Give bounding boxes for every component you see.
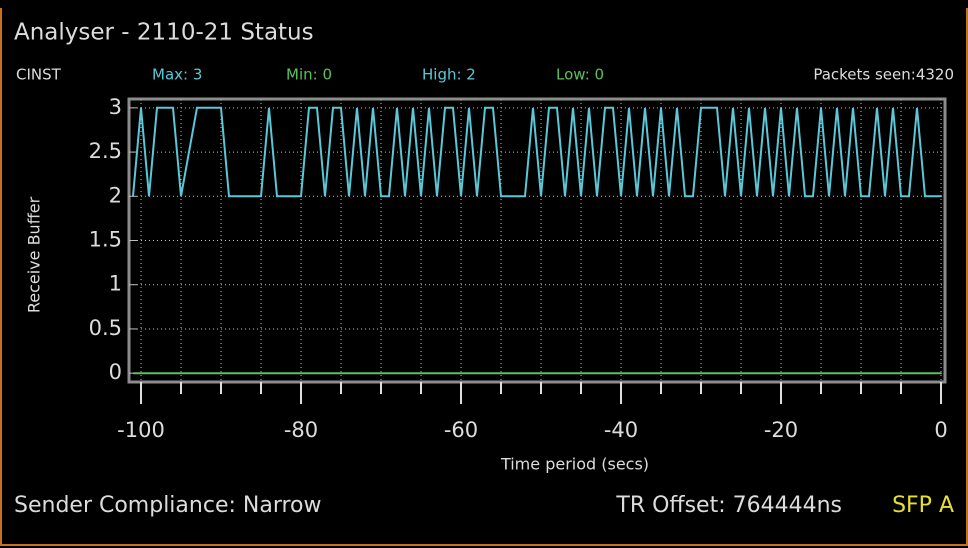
stat: CINST bbox=[16, 66, 62, 84]
x-axis-label: Time period (secs) bbox=[500, 455, 649, 474]
sfp-port: SFP A bbox=[892, 493, 954, 518]
y-tick-label: 2 bbox=[109, 183, 122, 207]
stat: Min: 0 bbox=[286, 66, 332, 84]
x-tick-label: -20 bbox=[764, 418, 798, 442]
x-tick-label: -100 bbox=[117, 418, 165, 442]
x-tick-label: 0 bbox=[934, 418, 947, 442]
panel-title: Analyser - 2110-21 Status bbox=[14, 20, 314, 46]
stat: Low: 0 bbox=[556, 66, 604, 84]
y-tick-label: 2.5 bbox=[89, 139, 122, 163]
y-tick-label: 0.5 bbox=[89, 316, 122, 340]
data-line bbox=[132, 106, 941, 198]
x-tick-label: -60 bbox=[444, 418, 478, 442]
packets-seen: Packets seen:4320 bbox=[813, 66, 954, 84]
stat: High: 2 bbox=[422, 66, 476, 84]
x-tick-label: -40 bbox=[604, 418, 638, 442]
y-tick-label: 1 bbox=[109, 272, 122, 296]
tr-offset: TR Offset: 764444ns bbox=[615, 493, 842, 518]
stat: Max: 3 bbox=[152, 66, 202, 84]
x-tick-label: -80 bbox=[284, 418, 318, 442]
y-tick-label: 3 bbox=[109, 95, 122, 119]
panel-top bbox=[0, 0, 968, 8]
y-axis-label: Receive Buffer bbox=[25, 196, 44, 313]
y-tick-label: 1.5 bbox=[89, 228, 122, 252]
y-tick-label: 0 bbox=[109, 360, 122, 384]
sender-compliance: Sender Compliance: Narrow bbox=[14, 493, 322, 518]
